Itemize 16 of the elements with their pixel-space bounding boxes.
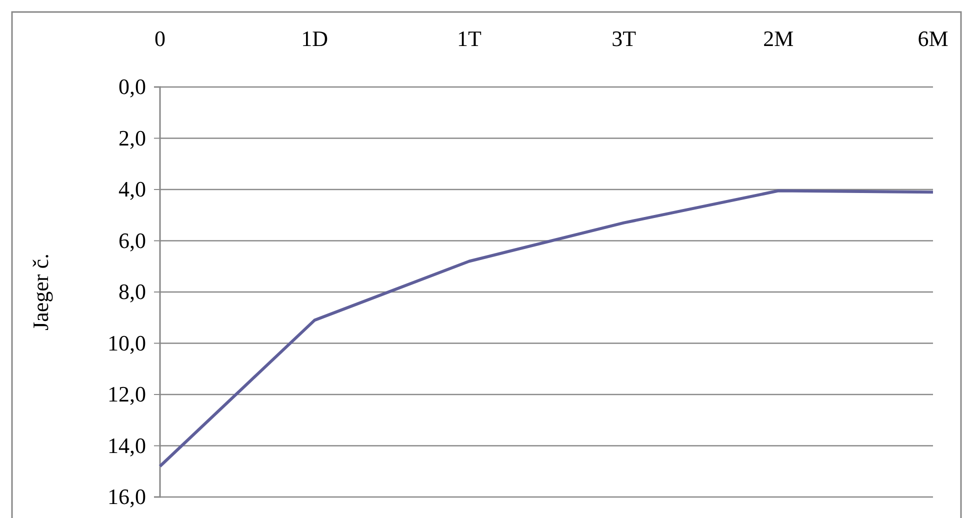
x-tick-label: 1D bbox=[301, 26, 328, 51]
x-tick-label: 6M bbox=[918, 26, 948, 51]
y-tick-label: 8,0 bbox=[118, 279, 146, 304]
y-tick-label: 12,0 bbox=[108, 382, 146, 407]
y-tick-label: 0,0 bbox=[118, 74, 146, 100]
y-tick-label: 4,0 bbox=[118, 176, 146, 202]
y-tick-label: 6,0 bbox=[118, 228, 146, 253]
y-tick-label: 10,0 bbox=[108, 330, 146, 356]
y-tick-label: 2,0 bbox=[118, 125, 146, 150]
y-tick-label: 14,0 bbox=[108, 432, 146, 458]
x-tick-label: 1T bbox=[456, 26, 482, 51]
x-tick-label: 0 bbox=[154, 26, 166, 51]
y-axis-title: Jaeger č. bbox=[28, 254, 53, 330]
x-tick-label: 3T bbox=[612, 26, 637, 51]
x-tick-label: 2M bbox=[763, 26, 794, 51]
y-tick-label: 16,0 bbox=[108, 484, 146, 510]
